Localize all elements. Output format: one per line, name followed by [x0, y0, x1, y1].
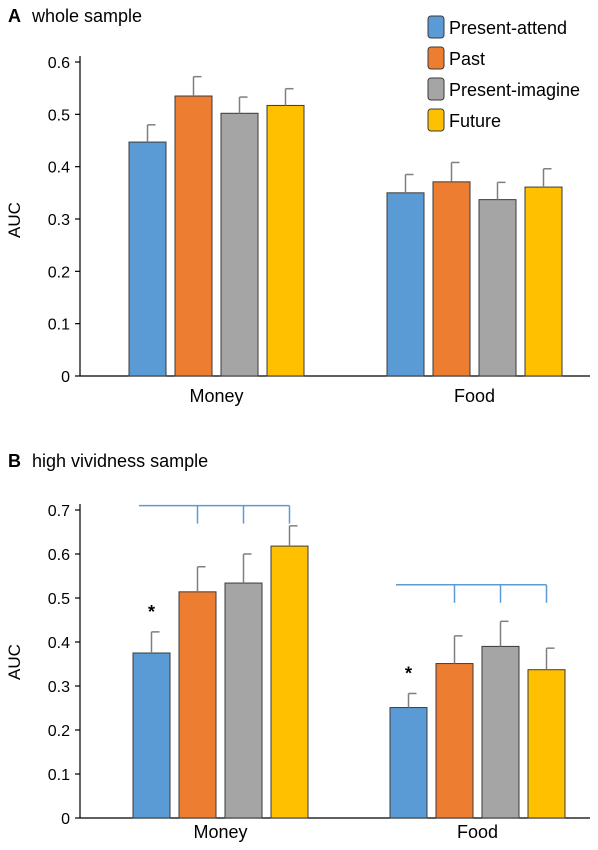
y-tick-label: 0	[61, 811, 70, 828]
bar-food-present-attend	[389, 707, 428, 819]
legend-label-future: Future	[449, 111, 501, 131]
panel-a-letter: A	[8, 6, 21, 26]
legend-swatch-present-imagine	[427, 77, 445, 101]
legend-swatch-future	[427, 108, 445, 132]
bar-food-future	[524, 186, 563, 377]
bar-food-present-imagine	[478, 199, 517, 377]
y-tick-label: 0.5	[48, 107, 70, 124]
y-tick-label: 0.3	[48, 679, 70, 696]
bar-money-future	[266, 104, 305, 377]
significance-star: *	[405, 663, 412, 683]
legend-label-present-attend: Present-attend	[449, 18, 567, 38]
panel-a: A whole sample AUC Present-attendPastPre…	[5, 6, 590, 406]
y-tick-label: 0.6	[48, 55, 70, 72]
y-tick-label: 0	[61, 369, 70, 386]
bar-money-present-attend	[128, 141, 167, 377]
y-tick-label: 0.1	[48, 317, 70, 334]
category-label-money: Money	[189, 386, 243, 406]
panel-b-title: high vividness sample	[32, 451, 208, 471]
y-tick-label: 0.2	[48, 264, 70, 281]
y-tick-label: 0.5	[48, 591, 70, 608]
y-tick-label: 0.4	[48, 635, 70, 652]
bar-money-past	[174, 95, 213, 377]
bar-money-present-imagine	[220, 112, 259, 377]
bar-money-present-imagine	[224, 582, 263, 819]
y-tick-label: 0.2	[48, 723, 70, 740]
bar-food-present-imagine	[481, 645, 520, 819]
y-tick-label: 0.6	[48, 547, 70, 564]
panel-b-letter: B	[8, 451, 21, 471]
panel-b-y-axis-label: AUC	[5, 644, 24, 680]
bar-money-future	[270, 545, 309, 819]
bar-food-past	[435, 663, 474, 819]
significance-star: *	[148, 602, 155, 622]
category-label-money: Money	[193, 822, 247, 842]
category-label-food: Food	[457, 822, 498, 842]
bar-money-past	[178, 591, 217, 819]
legend-swatch-past	[427, 46, 445, 70]
panel-a-y-axis-label: AUC	[5, 202, 24, 238]
panel-a-title: whole sample	[31, 6, 142, 26]
bar-food-present-attend	[386, 192, 425, 377]
bar-money-present-attend	[132, 652, 171, 819]
bar-food-future	[527, 669, 566, 819]
category-label-food: Food	[454, 386, 495, 406]
legend-label-past: Past	[449, 49, 485, 69]
legend: Present-attend Past Present-imagine Future	[427, 15, 580, 132]
panel-b: B high vividness sample AUC 0 0.1 0.2 0.3 0.…	[5, 451, 590, 842]
y-tick-label: 0.4	[48, 160, 70, 177]
legend-label-present-imagine: Present-imagine	[449, 80, 580, 100]
y-tick-label: 0.1	[48, 767, 70, 784]
y-tick-label: 0.7	[48, 503, 70, 520]
y-tick-label: 0.3	[48, 212, 70, 229]
legend-swatch-present-attend	[427, 15, 445, 39]
bar-food-past	[432, 181, 471, 377]
